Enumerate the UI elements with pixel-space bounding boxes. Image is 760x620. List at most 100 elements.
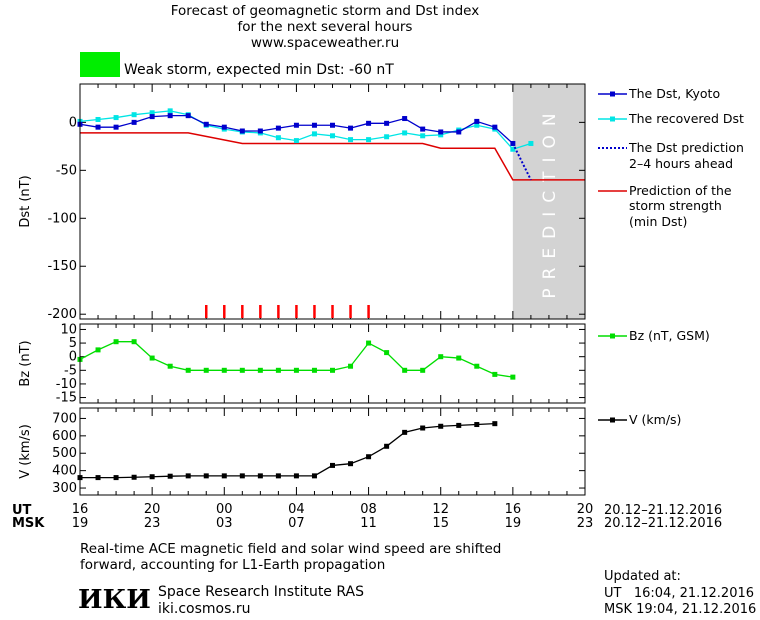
v-ytick-label: 500 (52, 446, 77, 461)
dst-recovered-point (330, 133, 335, 139)
dst-kyoto-point (167, 113, 173, 119)
footer-note-line2: forward, accounting for L1-Earth propaga… (80, 557, 386, 573)
dst-kyoto-point (185, 113, 191, 119)
bz-point (510, 374, 516, 380)
dst-ytick-label: -150 (47, 259, 77, 274)
ut-tick-label: 00 (216, 502, 233, 517)
legend-dst-kyoto-label: The Dst, Kyoto (628, 86, 720, 101)
dst-recovered-point (474, 122, 480, 128)
msk-tick-label: 19 (504, 516, 522, 531)
bz-point (221, 367, 227, 373)
dst-recovered-point (438, 132, 444, 138)
bz-ytick-label: 0 (69, 350, 77, 365)
v-ytick-label: 300 (52, 481, 77, 496)
legend-v-swatch-marker (610, 417, 615, 423)
date-range-ut: 20.12–21.12.2016 (604, 503, 723, 518)
v-point (474, 422, 480, 428)
bz-point (95, 347, 101, 353)
bz-ytick-label: 5 (69, 336, 77, 351)
site-url[interactable]: www.spaceweather.ru (250, 35, 400, 51)
msk-tick-label: 11 (360, 516, 377, 531)
bz-point (456, 355, 462, 361)
legend: The Dst, Kyoto The recovered Dst The Dst p… (598, 86, 744, 427)
dst-kyoto-point (348, 125, 354, 131)
dst-recovered-point (131, 112, 137, 118)
dst-kyoto-point (492, 124, 498, 130)
dst-kyoto-point (420, 126, 426, 132)
ut-tick-label: 16 (504, 502, 522, 517)
v-ytick-label: 400 (52, 464, 77, 479)
dst-recovered-point (510, 146, 516, 152)
dst-ytick-label: -100 (47, 211, 77, 226)
dst-kyoto-point (95, 124, 101, 130)
bz-point (185, 367, 191, 373)
dst-ytick-label: 0 (69, 115, 77, 130)
legend-dst-recovered-swatch-marker (610, 116, 615, 122)
dst-kyoto-point (203, 121, 209, 127)
dst-prediction-line (511, 143, 532, 181)
bz-point (420, 367, 426, 373)
bz-point (203, 367, 209, 373)
dst-kyoto-point (456, 129, 462, 135)
bz-ytick-label: -10 (56, 377, 77, 392)
institute-name: Space Research Institute RAS (158, 584, 364, 600)
bz-point (384, 350, 390, 356)
dst-kyoto-point (113, 124, 119, 130)
dst-ytick-label: -50 (56, 163, 77, 178)
prediction-label: PREDICTION (540, 104, 560, 298)
dst-recovered-point (528, 140, 534, 146)
dst-recovered-point (348, 137, 354, 143)
dst-kyoto-point (438, 129, 444, 135)
dst-panel: PREDICTION 0 -50 -100 -150 -200 Dst (nT) (18, 83, 586, 322)
msk-axis-label: MSK (12, 516, 45, 531)
legend-bz-swatch-marker (610, 333, 615, 339)
dst-frame (79, 83, 586, 320)
msk-tick-label: 23 (143, 516, 161, 531)
ut-tick-label: 08 (360, 502, 377, 517)
bz-point (113, 339, 119, 345)
dst-recovered-point (275, 135, 281, 141)
v-point (438, 423, 444, 429)
dst-recovered-point (167, 108, 173, 114)
dst-kyoto-point (221, 124, 227, 130)
dst-kyoto-point (149, 114, 155, 120)
v-point (239, 473, 245, 479)
date-range-msk: 20.12–21.12.2016 (604, 516, 723, 531)
bz-point (366, 340, 372, 346)
v-ytick-label: 600 (52, 429, 77, 444)
v-y-axis-label: V (km/s) (18, 424, 33, 479)
ut-tick-label: 20 (576, 502, 594, 517)
dst-recovered-point (113, 115, 119, 121)
v-point (275, 473, 281, 479)
legend-dst-kyoto-swatch-marker (610, 91, 615, 97)
dst-recovered-point (420, 133, 426, 139)
bz-point (275, 367, 281, 373)
bz-ytick-label: -15 (56, 391, 77, 406)
v-point (149, 474, 155, 480)
v-line (80, 423, 495, 479)
v-point (402, 429, 408, 435)
legend-dst-prediction-label: The Dst prediction (628, 140, 744, 155)
v-point (95, 475, 101, 481)
v-point (293, 473, 299, 479)
v-point (420, 425, 426, 431)
v-frame (79, 407, 586, 496)
bz-point (257, 367, 263, 373)
institute-url[interactable]: iki.cosmos.ru (158, 601, 251, 617)
ut-tick-label: 04 (288, 502, 305, 517)
ut-tick-label: 16 (71, 502, 89, 517)
dst-recovered-line (79, 110, 532, 150)
bz-point (438, 354, 444, 360)
bz-point (131, 339, 137, 345)
dst-kyoto-point (275, 125, 281, 131)
storm-indicator-box (80, 52, 120, 77)
dst-kyoto-point (474, 118, 480, 124)
v-point (311, 473, 317, 479)
dst-recovered-point (149, 110, 155, 116)
dst-kyoto-point (366, 120, 372, 126)
msk-tick-label: 19 (71, 516, 89, 531)
v-point (185, 473, 191, 479)
updated-ut: UT 16:04, 21.12.2016 (604, 586, 755, 601)
msk-tick-label: 23 (576, 516, 594, 531)
